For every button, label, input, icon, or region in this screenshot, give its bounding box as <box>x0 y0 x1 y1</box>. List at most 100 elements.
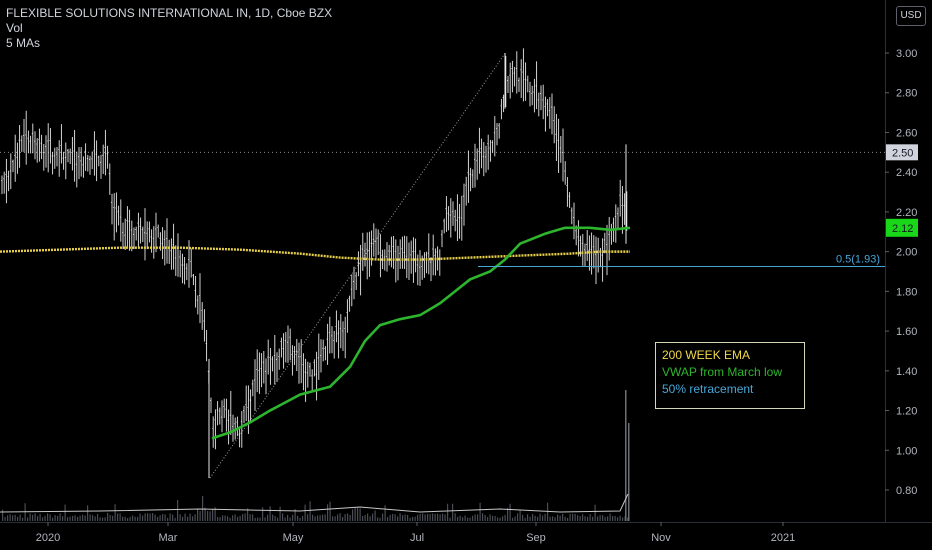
currency-button[interactable]: USD <box>896 6 926 26</box>
volume-bar <box>407 515 409 521</box>
x-tick-label: 2020 <box>36 532 60 544</box>
volume-bar <box>284 517 286 521</box>
volume-bar <box>412 516 414 521</box>
volume-bar <box>67 517 69 521</box>
last-price-badge <box>886 144 918 161</box>
volume-bar <box>334 516 336 521</box>
volume-bar <box>152 513 154 521</box>
volume-bar <box>104 517 106 521</box>
volume-bar <box>287 514 289 521</box>
volume-bar <box>324 514 326 521</box>
volume-bar <box>309 501 311 521</box>
legend-item-ema: 200 WEEK EMA <box>662 348 751 362</box>
volume-bar <box>39 513 41 521</box>
volume-bar <box>592 516 594 521</box>
x-tick-label: Mar <box>159 532 178 544</box>
volume-bar <box>99 517 101 521</box>
legend-item-retracement: 50% retracement <box>662 382 754 396</box>
volume-bar <box>102 517 104 521</box>
volume-bar <box>392 513 394 521</box>
volume-bar <box>304 504 306 521</box>
x-tick-label: Nov <box>651 532 671 544</box>
volume-bar <box>437 513 439 521</box>
volume-bar <box>492 515 494 521</box>
volume-bar <box>272 514 274 521</box>
volume-bar <box>377 517 379 521</box>
volume-bar <box>114 504 116 521</box>
volume-bar <box>479 502 481 521</box>
volume-bar <box>84 515 86 521</box>
volume-bar <box>467 517 469 521</box>
volume-bar <box>512 517 514 521</box>
annotation-legend-box[interactable]: 200 WEEK EMA VWAP from March low 50% ret… <box>655 342 805 409</box>
volume-bar <box>164 514 166 521</box>
volume-bar <box>444 514 446 521</box>
volume-bar <box>187 516 189 521</box>
volume-bar <box>484 514 486 521</box>
volume-bar <box>157 516 159 521</box>
volume-bar <box>312 514 314 521</box>
volume-bar <box>27 517 29 521</box>
volume-bar <box>514 516 516 521</box>
volume-bar <box>619 515 621 521</box>
trend-line[interactable] <box>209 51 507 479</box>
volume-bar <box>237 516 239 521</box>
volume-bar <box>167 517 169 521</box>
volume-bar <box>289 517 291 521</box>
volume-bar <box>482 513 484 521</box>
volume-bar <box>262 507 264 521</box>
volume-bar <box>502 516 504 521</box>
volume-bar <box>332 516 334 521</box>
volume-bar <box>79 515 81 521</box>
volume-bar <box>434 513 436 521</box>
volume-bar <box>244 513 246 521</box>
volume-bar <box>117 513 119 521</box>
volume-bar <box>234 514 236 521</box>
volume-bar <box>449 517 451 521</box>
volume-bar <box>524 517 526 521</box>
volume-bar <box>252 514 254 521</box>
volume-study-label[interactable]: Vol <box>6 21 23 35</box>
volume-bar <box>82 514 84 521</box>
moving-averages-label[interactable]: 5 MAs <box>6 36 41 50</box>
volume-bar <box>172 514 174 521</box>
volume-bar <box>557 514 559 521</box>
volume-bar <box>74 515 76 521</box>
volume-bar <box>144 513 146 521</box>
volume-bar <box>399 513 401 521</box>
volume-bar <box>427 514 429 521</box>
volume-bar <box>417 514 419 521</box>
volume-bar <box>64 504 66 521</box>
x-tick-label: Sep <box>526 532 546 544</box>
volume-bar <box>429 513 431 521</box>
volume-bar <box>579 516 581 521</box>
volume-bar <box>7 515 9 521</box>
volume-bar <box>267 514 269 521</box>
volume-bar <box>199 511 201 521</box>
volume-bar <box>369 516 371 521</box>
y-tick-label: 2.40 <box>896 167 917 179</box>
volume-bar <box>249 514 251 521</box>
volume-bar <box>554 517 556 521</box>
volume-bar <box>177 500 179 521</box>
volume-bar <box>419 513 421 521</box>
y-tick-label: 3.00 <box>896 48 917 60</box>
volume-bar <box>132 515 134 521</box>
volume-bar <box>4 516 6 521</box>
volume-bar <box>432 513 434 521</box>
volume-bar <box>487 517 489 521</box>
volume-bar <box>357 507 359 521</box>
volume-bar <box>307 514 309 521</box>
volume-bar <box>549 516 551 521</box>
volume-bar <box>112 515 114 521</box>
volume-bar <box>379 517 381 521</box>
volume-bar <box>519 510 521 521</box>
volume-bar <box>127 517 129 521</box>
volume-bar <box>42 517 44 521</box>
volume-bar <box>97 514 99 521</box>
volume-bar <box>49 514 51 521</box>
volume-bar <box>329 501 331 521</box>
retracement-label: 0.5(1.93) <box>836 254 880 266</box>
legend-item-vwap: VWAP from March low <box>662 365 783 379</box>
